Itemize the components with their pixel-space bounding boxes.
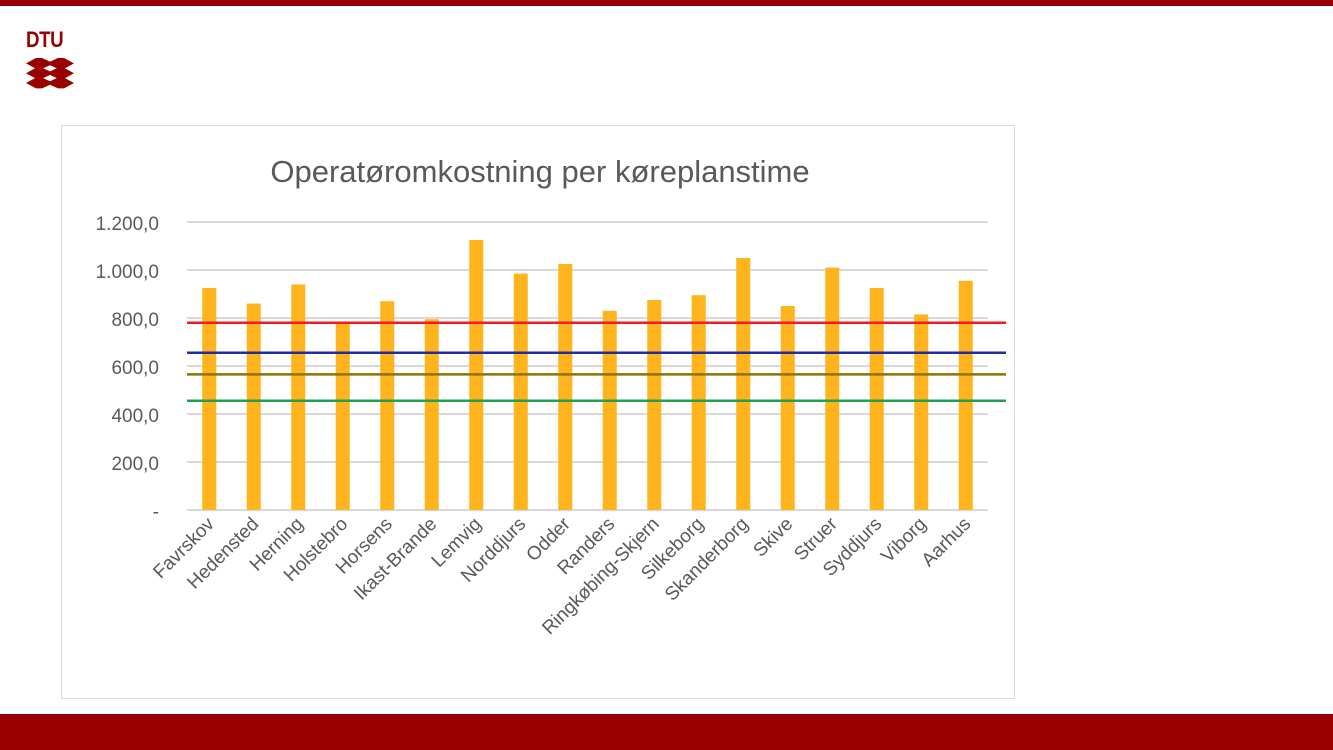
bar-viborg (914, 314, 929, 510)
bar-favrskov (202, 288, 217, 510)
bar-chart: Operatøromkostning per køreplanstime - 20… (96, 154, 1006, 639)
bar-silkeborg (691, 295, 706, 510)
top-brand-bar (0, 0, 1333, 6)
bottom-brand-bar (0, 714, 1333, 750)
y-tick-label: - (153, 502, 159, 523)
dtu-logo: DTU (26, 28, 76, 98)
y-tick-label: 600,0 (111, 358, 159, 379)
dtu-logo-text: DTU (26, 27, 64, 52)
y-tick-label: 1.000,0 (96, 262, 159, 283)
bar-holstebro (335, 324, 350, 510)
y-tick-label: 400,0 (111, 406, 159, 427)
y-tick-label: 800,0 (111, 310, 159, 331)
bar-odder (558, 264, 573, 510)
y-tick-label: 1.200,0 (96, 214, 159, 235)
bar-horsens (380, 301, 395, 510)
chart-title: Operatøromkostning per køreplanstime (270, 154, 809, 189)
chart-frame: Operatøromkostning per køreplanstime - 20… (61, 125, 1015, 699)
bar-hedensted (246, 303, 261, 510)
bar-aarhus (958, 280, 973, 510)
x-tick-label: Aarhus (918, 514, 975, 571)
bar-randers (602, 310, 617, 510)
bar-herning (291, 284, 306, 510)
x-tick-label: Skive (750, 514, 798, 562)
dtu-logo-mark-icon (26, 58, 74, 89)
bar-syddjurs (869, 288, 884, 510)
bar-ikast-brande (424, 319, 439, 510)
bar-norddjurs (513, 273, 528, 510)
bar-struer (825, 267, 840, 510)
bar-skanderborg (736, 258, 751, 510)
bar-ringkøbing-skjern (647, 300, 662, 510)
bar-skive (780, 306, 795, 510)
y-tick-label: 200,0 (111, 454, 159, 475)
